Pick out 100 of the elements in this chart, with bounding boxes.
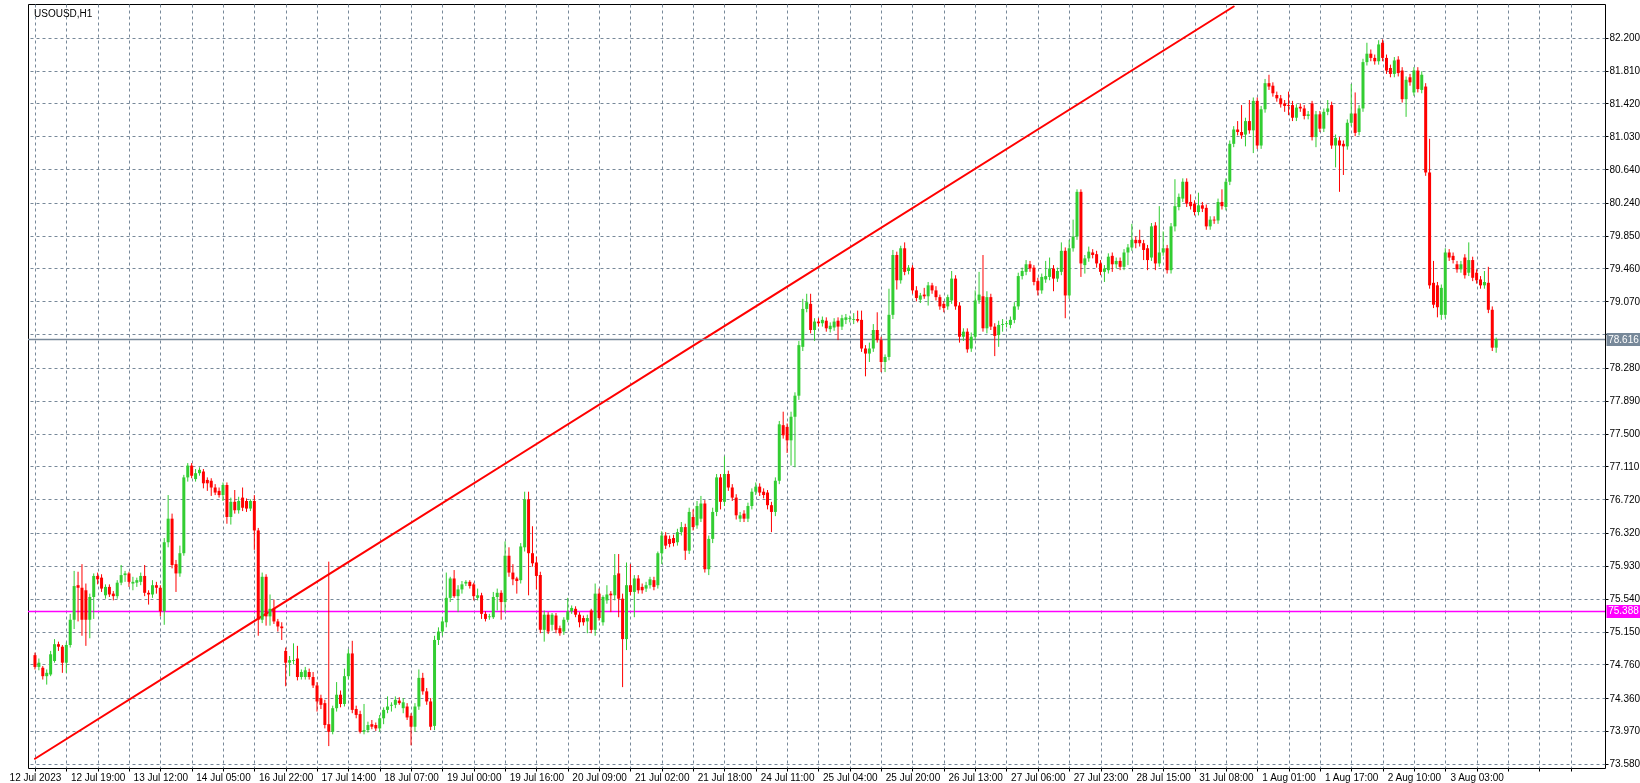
candlestick	[1381, 38, 1385, 62]
candlestick	[456, 584, 460, 613]
candlestick	[965, 327, 969, 354]
candlestick	[1416, 66, 1420, 93]
x-tick-label: 21 Jul 02:00	[635, 771, 690, 783]
candlestick	[217, 487, 221, 499]
candlestick	[903, 241, 907, 276]
candlestick	[295, 645, 299, 681]
candlestick	[1408, 73, 1412, 87]
candlestick	[628, 563, 632, 596]
candlestick	[1012, 301, 1016, 324]
candlestick	[785, 422, 789, 454]
y-tick-label: 78.280	[1609, 362, 1640, 374]
candlestick	[648, 576, 652, 590]
candlestick	[1267, 74, 1271, 91]
candlestick	[1146, 244, 1150, 271]
candlestick	[1059, 241, 1063, 276]
candlestick	[644, 581, 648, 593]
candlestick	[88, 593, 92, 639]
y-tick-label: 75.930	[1609, 560, 1640, 572]
candlestick	[233, 489, 237, 515]
candlestick	[1161, 230, 1165, 257]
candlestick	[1435, 281, 1439, 318]
candlestick	[613, 553, 617, 601]
y-tick-label: 76.720	[1609, 493, 1640, 505]
y-tick-label: 79.460	[1609, 262, 1640, 274]
candlestick	[1118, 257, 1122, 271]
candlestick	[926, 281, 930, 307]
candlestick	[1083, 254, 1087, 275]
y-tick-label: 82.200	[1609, 32, 1640, 44]
candlestick	[1024, 259, 1028, 276]
candlestick	[272, 599, 276, 625]
candlestick	[769, 501, 773, 533]
candlestick	[284, 647, 288, 687]
candlestick	[726, 470, 730, 492]
candlestick	[143, 564, 147, 597]
candlestick	[1455, 260, 1459, 274]
candlestick	[997, 320, 1001, 348]
candlestick	[969, 332, 973, 353]
candlestick	[64, 641, 68, 674]
x-tick-label: 1 Aug 01:00	[1262, 771, 1317, 783]
candlestick	[1306, 110, 1310, 120]
candlestick	[683, 523, 687, 561]
candlestick	[1314, 110, 1318, 148]
ref-line-label: 78.616	[1608, 333, 1640, 345]
candlestick	[1385, 54, 1388, 75]
ref-line-label: 75.388	[1608, 605, 1640, 617]
y-tick-label: 75.540	[1609, 593, 1640, 605]
candlestick	[1404, 75, 1408, 118]
candlestick	[448, 576, 452, 603]
candlestick	[1318, 110, 1322, 133]
candlestick	[131, 576, 135, 591]
candlestick	[1165, 244, 1169, 275]
candlestick	[123, 570, 127, 583]
candlestick	[37, 658, 41, 671]
x-tick-label: 25 Jul 04:00	[823, 771, 878, 783]
candlestick	[491, 591, 495, 620]
candlestick	[1420, 70, 1424, 94]
candlestick	[1232, 125, 1236, 148]
x-tick-label: 3 Aug 03:00	[1450, 771, 1505, 783]
y-tick-label: 77.890	[1609, 395, 1640, 407]
candlestick	[1204, 203, 1208, 231]
x-tick-label: 21 Jul 18:00	[697, 771, 753, 783]
candlestick	[327, 561, 331, 747]
y-tick-label: 81.030	[1609, 130, 1640, 142]
x-tick-label: 1 Aug 17:00	[1325, 771, 1379, 783]
candlestick	[1322, 107, 1326, 133]
candlestick	[1451, 251, 1455, 264]
y-tick-label: 75.150	[1609, 626, 1640, 638]
candlestick	[268, 593, 272, 627]
y-tick-label: 77.500	[1609, 428, 1640, 440]
candlestick	[1185, 177, 1189, 208]
y-tick-label: 73.580	[1609, 758, 1640, 770]
candlestick	[1032, 264, 1036, 286]
candlestick	[1377, 39, 1381, 66]
candlestick	[734, 493, 738, 521]
candlestick	[507, 546, 511, 578]
x-tick-label: 19 Jul 00:00	[446, 771, 502, 783]
x-tick-label: 26 Jul 13:00	[948, 771, 1004, 783]
candlestick	[1240, 104, 1244, 140]
x-tick-label: 16 Jul 22:00	[258, 771, 314, 783]
candlestick	[1353, 91, 1357, 137]
candlestick	[585, 614, 589, 634]
candlestick	[660, 530, 664, 565]
y-tick-label: 79.850	[1609, 230, 1640, 242]
y-tick-label: 73.970	[1609, 725, 1640, 737]
x-tick-label: 19 Jul 16:00	[509, 771, 565, 783]
x-tick-label: 18 Jul 07:00	[384, 771, 440, 783]
candlestick	[358, 710, 362, 734]
candlestick	[691, 508, 695, 531]
candlestick	[871, 323, 875, 353]
candlestick	[1459, 260, 1463, 274]
candlestick	[288, 655, 292, 677]
y-tick-label: 80.640	[1609, 163, 1640, 175]
y-tick-label: 81.810	[1609, 65, 1640, 77]
candlestick	[1110, 251, 1114, 273]
x-tick-label: 27 Jul 23:00	[1073, 771, 1129, 783]
candlestick	[166, 494, 170, 548]
candlestick	[1349, 83, 1353, 127]
candlestick	[1467, 241, 1471, 277]
